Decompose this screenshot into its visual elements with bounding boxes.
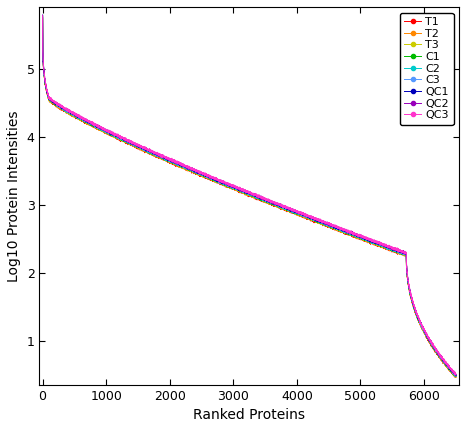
T1 bbox=[240, 191, 246, 196]
T1 bbox=[40, 15, 45, 21]
QC3 bbox=[240, 187, 246, 192]
C3 bbox=[171, 161, 177, 166]
C1 bbox=[240, 189, 246, 194]
QC3 bbox=[40, 13, 45, 18]
C1 bbox=[408, 293, 413, 298]
T2 bbox=[408, 293, 413, 299]
Line: T2: T2 bbox=[42, 18, 456, 378]
C2 bbox=[171, 160, 177, 165]
Line: T1: T1 bbox=[42, 18, 456, 377]
QC1 bbox=[77, 115, 83, 120]
C1 bbox=[453, 373, 459, 378]
T2 bbox=[453, 375, 459, 380]
T2 bbox=[282, 206, 288, 211]
C3 bbox=[40, 14, 45, 19]
Line: QC2: QC2 bbox=[42, 15, 456, 375]
T1 bbox=[438, 358, 444, 363]
T1 bbox=[408, 295, 413, 300]
T1 bbox=[171, 162, 177, 167]
T3 bbox=[40, 15, 45, 20]
C2 bbox=[438, 356, 444, 361]
C1 bbox=[171, 160, 177, 166]
T3 bbox=[453, 374, 459, 379]
QC1 bbox=[438, 354, 444, 359]
T3 bbox=[452, 374, 458, 379]
C1 bbox=[438, 356, 444, 361]
Y-axis label: Log10 Protein Intensities: Log10 Protein Intensities bbox=[7, 110, 21, 281]
C3 bbox=[77, 115, 83, 120]
QC3 bbox=[282, 204, 288, 209]
QC1 bbox=[40, 12, 45, 18]
Line: C1: C1 bbox=[42, 16, 456, 377]
T3 bbox=[240, 190, 246, 195]
C1 bbox=[453, 374, 459, 379]
C2 bbox=[240, 188, 246, 193]
C3 bbox=[453, 374, 459, 379]
C3 bbox=[408, 293, 413, 298]
C3 bbox=[240, 188, 246, 193]
QC2 bbox=[40, 13, 45, 18]
QC2 bbox=[282, 205, 288, 210]
QC2 bbox=[438, 355, 444, 360]
QC3 bbox=[452, 372, 458, 378]
QC2 bbox=[77, 115, 83, 120]
QC1 bbox=[453, 373, 459, 378]
T3 bbox=[282, 207, 288, 212]
QC3 bbox=[408, 292, 413, 297]
C1 bbox=[40, 13, 45, 18]
T2 bbox=[453, 375, 459, 380]
QC1 bbox=[408, 292, 413, 297]
T3 bbox=[408, 294, 413, 299]
QC2 bbox=[240, 188, 246, 193]
T2 bbox=[171, 161, 177, 166]
QC3 bbox=[453, 372, 459, 377]
Line: C2: C2 bbox=[42, 16, 456, 376]
Legend: T1, T2, T3, C1, C2, C3, QC1, QC2, QC3: T1, T2, T3, C1, C2, C3, QC1, QC2, QC3 bbox=[400, 12, 453, 125]
C2 bbox=[77, 116, 83, 121]
QC1 bbox=[453, 373, 459, 378]
Line: QC3: QC3 bbox=[42, 16, 456, 375]
C1 bbox=[77, 117, 83, 122]
C3 bbox=[282, 206, 288, 211]
QC1 bbox=[171, 158, 177, 163]
T2 bbox=[40, 15, 45, 21]
C2 bbox=[40, 14, 45, 19]
T1 bbox=[453, 375, 459, 380]
QC1 bbox=[282, 205, 288, 211]
T2 bbox=[240, 190, 246, 195]
Line: QC1: QC1 bbox=[42, 15, 456, 376]
C2 bbox=[282, 205, 288, 210]
Line: C3: C3 bbox=[42, 17, 456, 376]
T2 bbox=[77, 117, 83, 122]
T3 bbox=[171, 160, 177, 165]
C2 bbox=[453, 374, 459, 379]
C3 bbox=[438, 355, 444, 360]
C2 bbox=[453, 373, 459, 378]
T1 bbox=[452, 375, 458, 380]
C1 bbox=[282, 206, 288, 211]
QC2 bbox=[171, 158, 177, 163]
C3 bbox=[453, 373, 459, 378]
QC2 bbox=[408, 292, 413, 297]
QC3 bbox=[438, 354, 444, 359]
QC2 bbox=[453, 373, 459, 378]
C2 bbox=[408, 293, 413, 298]
QC3 bbox=[77, 115, 83, 120]
T1 bbox=[77, 118, 83, 123]
T1 bbox=[282, 207, 288, 212]
X-axis label: Ranked Proteins: Ranked Proteins bbox=[193, 408, 305, 422]
QC3 bbox=[171, 158, 177, 163]
T2 bbox=[438, 356, 444, 362]
T3 bbox=[438, 355, 444, 360]
QC2 bbox=[453, 372, 459, 378]
Line: T3: T3 bbox=[42, 18, 456, 377]
QC1 bbox=[240, 188, 246, 193]
T3 bbox=[77, 115, 83, 121]
